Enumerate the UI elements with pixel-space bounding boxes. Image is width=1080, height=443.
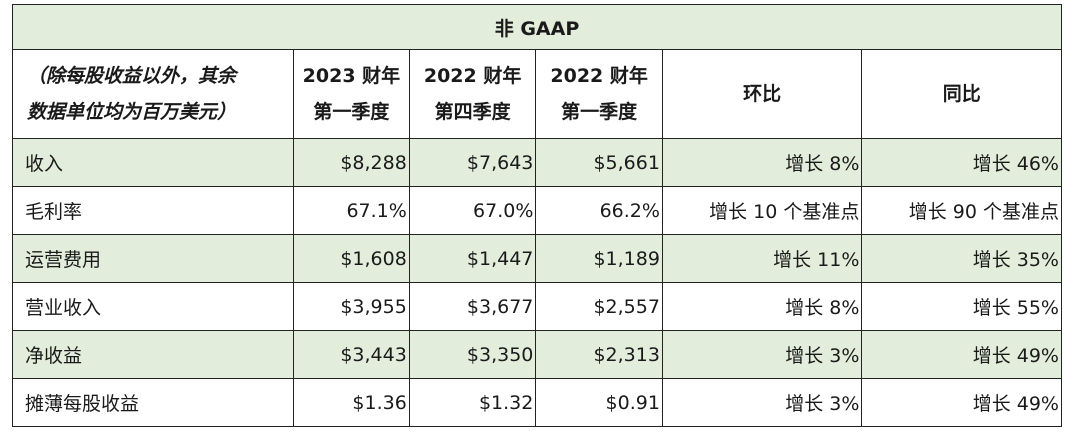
row-label: 毛利率 [12,186,294,235]
row-label: 营业收入 [12,282,294,331]
cell-qoq: 增长 3% [661,330,863,379]
cell-qoq: 增长 3% [661,378,863,427]
table-row: 营业收入 $3,955 $3,677 $2,557 增长 8% 增长 55% [12,282,1062,331]
cell-yoy: 增长 49% [861,378,1062,427]
row-label: 净收益 [12,330,294,379]
cell-fy22q4: 67.0% [408,186,537,235]
unit-description-line1: （除每股收益以外，其余 [27,65,237,87]
col-header-fy22q4: 2022 财年 第四季度 [408,49,537,139]
cell-yoy: 增长 90 个基准点 [861,186,1062,235]
cell-fy22q4: $3,677 [408,282,537,331]
col-header-line2: 第四季度 [434,101,511,123]
col-header-line1: 2023 财年 [302,65,401,87]
col-header-line1: 2022 财年 [423,65,522,87]
cell-fy22q4: $1.32 [408,378,537,427]
cell-yoy: 增长 49% [861,330,1062,379]
table-row: 净收益 $3,443 $3,350 $2,313 增长 3% 增长 49% [12,330,1062,379]
cell-fy22q1: 66.2% [535,186,663,235]
cell-fy23q1: $8,288 [293,138,410,187]
financial-table: 非 GAAP （除每股收益以外，其余 数据单位均为百万美元） 2023 财年 第… [12,4,1062,427]
cell-fy22q4: $7,643 [408,138,537,187]
cell-fy22q1: $5,661 [535,138,663,187]
cell-qoq: 增长 10 个基准点 [661,186,863,235]
cell-fy23q1: $1.36 [293,378,410,427]
col-header-fy23q1: 2023 财年 第一季度 [293,49,410,139]
cell-yoy: 增长 46% [861,138,1062,187]
col-header-yoy: 同比 [861,49,1062,139]
cell-fy22q4: $3,350 [408,330,537,379]
col-header-fy22q1: 2022 财年 第一季度 [535,49,663,139]
cell-fy22q1: $2,557 [535,282,663,331]
col-header-line2: 第一季度 [561,101,638,123]
row-label: 收入 [12,138,294,187]
cell-qoq: 增长 8% [661,282,863,331]
table-title-row: 非 GAAP [12,4,1062,50]
unit-description-line2: 数据单位均为百万美元） [27,101,237,123]
col-header-line1: 2022 财年 [550,65,648,87]
cell-fy23q1: $3,955 [293,282,410,331]
table-row: 收入 $8,288 $7,643 $5,661 增长 8% 增长 46% [12,138,1062,187]
cell-yoy: 增长 35% [861,234,1062,283]
col-header-qoq: 环比 [661,49,863,139]
cell-fy23q1: 67.1% [293,186,410,235]
table-row: 毛利率 67.1% 67.0% 66.2% 增长 10 个基准点 增长 90 个… [12,186,1062,235]
col-header-line2: 第一季度 [313,101,390,123]
row-label: 运营费用 [12,234,294,283]
table-row: 运营费用 $1,608 $1,447 $1,189 增长 11% 增长 35% [12,234,1062,283]
unit-description-header: （除每股收益以外，其余 数据单位均为百万美元） [12,49,294,139]
table-title: 非 GAAP [12,4,1062,50]
header-row: （除每股收益以外，其余 数据单位均为百万美元） 2023 财年 第一季度 202… [12,49,1062,139]
cell-fy23q1: $1,608 [293,234,410,283]
cell-fy22q1: $0.91 [535,378,663,427]
cell-fy22q1: $1,189 [535,234,663,283]
cell-fy22q1: $2,313 [535,330,663,379]
cell-fy22q4: $1,447 [408,234,537,283]
cell-fy23q1: $3,443 [293,330,410,379]
row-label: 摊薄每股收益 [12,378,294,427]
cell-yoy: 增长 55% [861,282,1062,331]
table-row: 摊薄每股收益 $1.36 $1.32 $0.91 增长 3% 增长 49% [12,378,1062,427]
cell-qoq: 增长 11% [661,234,863,283]
cell-qoq: 增长 8% [661,138,863,187]
